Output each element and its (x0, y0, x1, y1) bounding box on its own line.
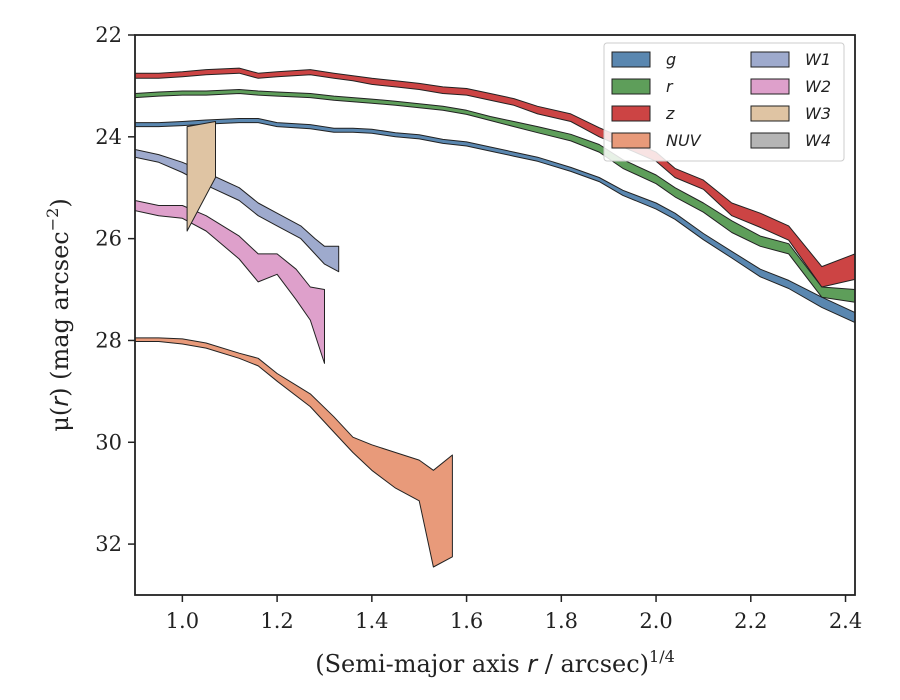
legend-swatch-z (611, 105, 651, 122)
legend-label-w3: W3 (805, 104, 831, 123)
band-nuv (135, 337, 453, 568)
legend-frame (603, 42, 845, 162)
legend-swatch-w1 (750, 51, 790, 68)
band-r (135, 89, 855, 303)
x-axis-label-main: (Semi-major axis (315, 650, 527, 678)
legend-label-r: r (666, 77, 674, 96)
legend-swatch-w3 (750, 105, 790, 122)
x-axis-label: (Semi-major axis r / arcsec)1/4 (315, 647, 675, 678)
y-axis-label-end: ) (46, 198, 74, 207)
legend-label-nuv: NUV (666, 131, 702, 150)
x-tick-label: 1.8 (545, 609, 578, 633)
legend-swatch-nuv (611, 132, 651, 149)
x-axis-label-var: r (527, 650, 539, 678)
legend-swatch-w4 (750, 132, 790, 149)
y-tick-label: 28 (95, 328, 122, 352)
plot-frame (134, 34, 856, 596)
y-axis-label-mu: μ( (46, 407, 74, 432)
x-tick-label: 1.6 (450, 609, 483, 633)
y-tick-label: 32 (95, 532, 122, 556)
band-g (135, 118, 855, 324)
x-tick-label: 2.0 (639, 609, 672, 633)
legend-swatch-g (611, 51, 651, 68)
x-axis-label-sup: 1/4 (649, 647, 675, 666)
x-axis-label-rest: / arcsec) (537, 650, 649, 678)
legend-label-w1: W1 (805, 50, 831, 69)
x-tick-label: 2.4 (829, 609, 862, 633)
x-axis: 1.0 1.2 1.4 1.6 1.8 2.0 2.2 2.4 (166, 595, 862, 633)
legend-label-w4: W4 (805, 131, 831, 150)
legend-label-w2: W2 (805, 77, 831, 96)
legend-label-z: z (665, 104, 675, 123)
legend-label-g: g (666, 50, 676, 69)
x-tick-label: 1.2 (260, 609, 293, 633)
y-axis-label: μ(r) (mag arcsec−2) (43, 198, 74, 431)
legend: grz NUV W1 W2 W3 W4 (603, 42, 845, 162)
x-tick-label: 1.0 (166, 609, 199, 633)
y-axis-label-mid: ) (mag arcsec (46, 231, 74, 397)
x-tick-label: 1.4 (355, 609, 388, 633)
legend-swatch-r (611, 78, 651, 95)
band-w3 (186, 121, 216, 232)
y-tick-label: 26 (95, 227, 122, 251)
y-axis-label-sup: −2 (43, 208, 62, 232)
y-tick-label: 30 (95, 430, 122, 454)
band-z (135, 67, 855, 288)
y-tick-label: 22 (95, 23, 122, 47)
y-axis-label-var: r (46, 395, 74, 407)
series-bands (135, 67, 855, 568)
legend-swatch-w2 (750, 78, 790, 95)
y-tick-label: 24 (95, 125, 122, 149)
x-tick-label: 2.2 (734, 609, 767, 633)
y-axis: 22 24 26 28 30 32 (95, 23, 135, 556)
